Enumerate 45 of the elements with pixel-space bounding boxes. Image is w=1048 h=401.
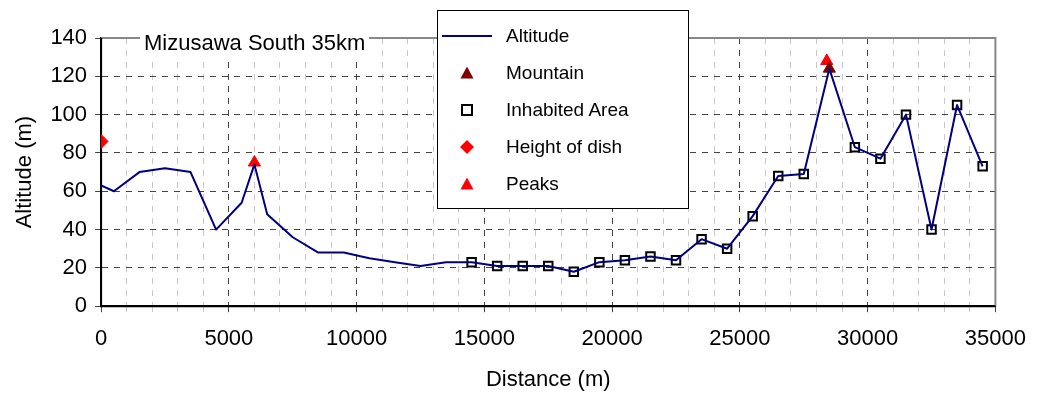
point [619,254,631,266]
y-tick-label: 60 [62,177,88,203]
point [798,168,810,180]
x-tick-label: 30000 [837,325,899,351]
x-tick-label: 25000 [709,325,771,351]
point [926,224,937,235]
point [696,233,707,245]
point [849,141,861,153]
point [875,153,886,164]
point [977,161,988,172]
x-tick-label: 15000 [453,325,515,351]
x-axis-title: Distance (m) [485,365,611,391]
point [466,256,477,268]
y-tick-label: 100 [50,100,88,126]
legend-label: Height of dish [506,135,623,158]
y-tick-label: 20 [62,253,88,279]
x-tick-label: 0 [94,325,108,351]
point [517,260,528,272]
chart-title: Mizusawa South 35km [140,30,370,56]
point [543,260,554,272]
point [491,260,503,272]
legend-label: Mountain [506,61,585,84]
x-tick-label: 20000 [581,325,643,351]
point [721,243,733,254]
point [747,210,758,222]
point [670,254,682,266]
y-tick-label: 140 [50,24,88,50]
point [951,99,963,111]
x-tick-label: 5000 [204,325,254,351]
y-tick-label: 0 [74,292,88,318]
point [568,266,580,277]
point [772,170,784,182]
x-tick-label: 10000 [326,325,388,351]
y-axis-title: Altitude (m) [11,115,37,229]
y-tick-label: 120 [50,62,88,88]
point [645,251,656,262]
point [594,256,605,268]
x-tick-label: 35000 [964,325,1027,351]
legend-label: Altitude [506,24,570,47]
legend-label: Inhabited Area [506,98,629,121]
point [900,109,912,120]
point [247,155,261,167]
y-tick-label: 80 [62,139,88,165]
legend-label: Peaks [506,172,559,195]
y-tick-label: 40 [62,215,88,241]
